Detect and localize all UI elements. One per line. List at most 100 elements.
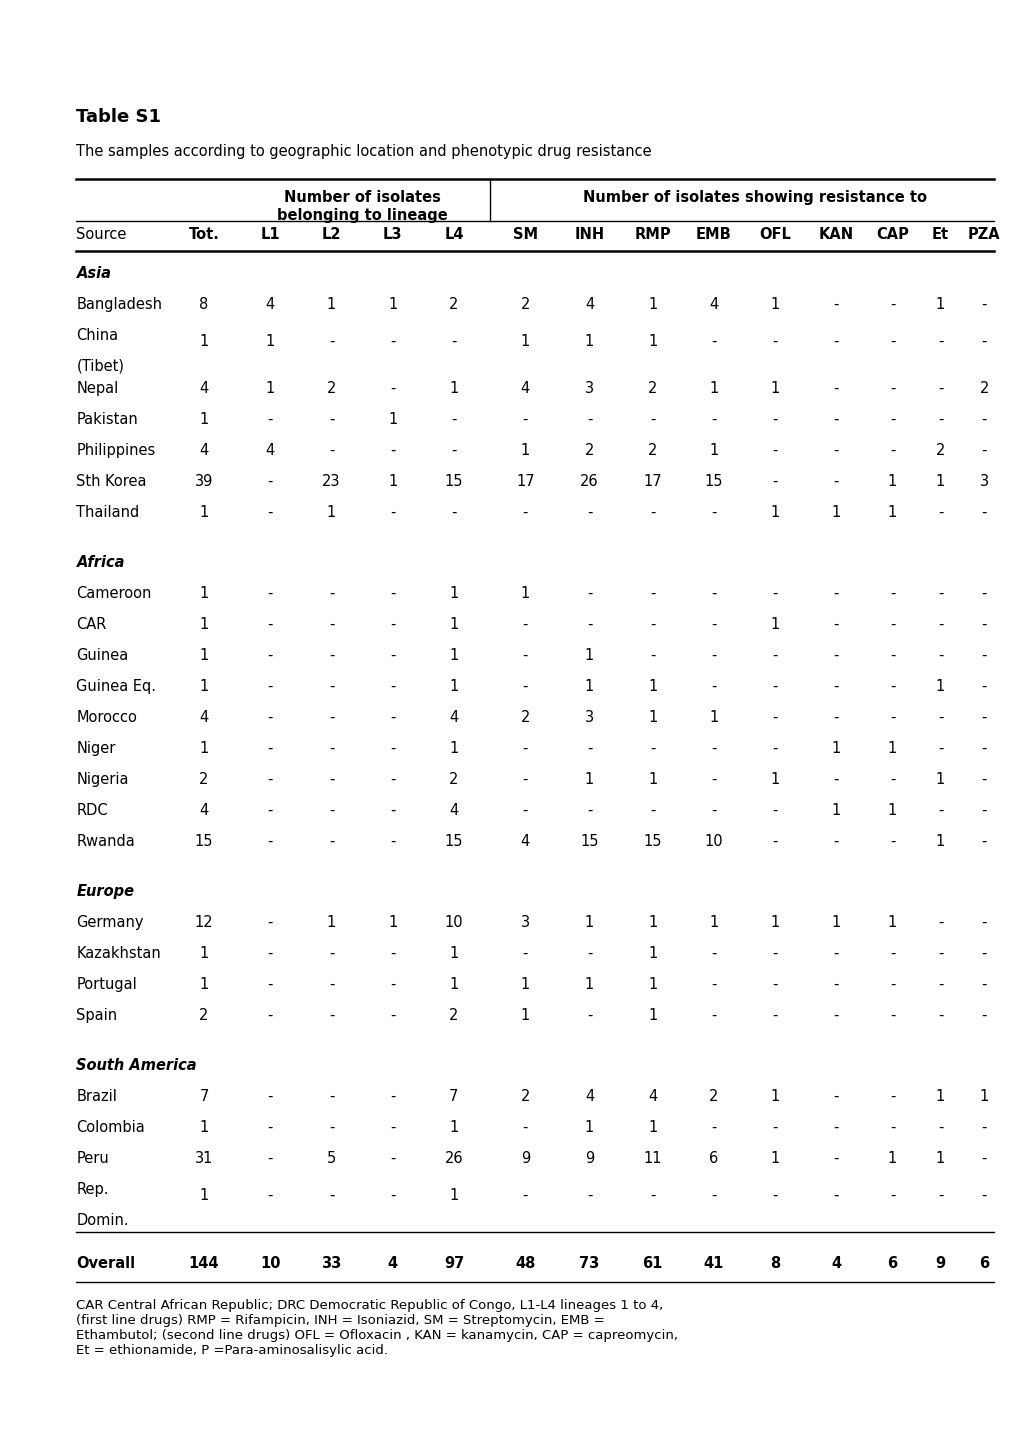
Text: -: - [889,296,895,312]
Text: -: - [586,1007,592,1023]
Text: -: - [936,381,943,395]
Text: 1: 1 [769,915,780,929]
Text: Bangladesh: Bangladesh [76,296,162,312]
Text: -: - [389,1120,395,1134]
Text: Overall: Overall [76,1255,136,1270]
Text: 1: 1 [887,915,897,929]
Text: -: - [833,381,839,395]
Text: 15: 15 [704,473,722,489]
Text: -: - [267,802,273,818]
Text: 23: 23 [322,473,340,489]
Text: 4: 4 [199,381,209,395]
Text: 3: 3 [521,915,529,929]
Text: 4: 4 [647,1088,657,1104]
Text: -: - [328,678,334,694]
Text: 9: 9 [520,1150,530,1166]
Text: -: - [267,1088,273,1104]
Text: -: - [771,834,777,848]
Text: -: - [267,1150,273,1166]
Text: -: - [450,443,457,457]
Text: 1: 1 [584,915,594,929]
Text: Germany: Germany [76,915,144,929]
Text: -: - [771,1188,777,1203]
Text: -: - [389,710,395,724]
Text: 15: 15 [195,834,213,848]
Text: 1: 1 [448,740,459,756]
Text: 1: 1 [887,802,897,818]
Text: -: - [522,945,528,961]
Text: 2: 2 [520,710,530,724]
Text: -: - [889,413,895,427]
Text: 17: 17 [643,473,661,489]
Text: -: - [586,740,592,756]
Text: -: - [833,648,839,662]
Text: -: - [586,945,592,961]
Text: -: - [936,710,943,724]
Text: INH: INH [574,227,604,241]
Text: -: - [649,616,655,632]
Text: 1: 1 [647,915,657,929]
Text: Tot.: Tot. [189,227,219,241]
Text: 61: 61 [642,1255,662,1270]
Text: 11: 11 [643,1150,661,1166]
Text: 1: 1 [387,915,397,929]
Text: -: - [936,977,943,991]
Text: -: - [649,802,655,818]
Text: -: - [771,945,777,961]
Text: 1: 1 [647,678,657,694]
Text: -: - [889,834,895,848]
Text: CAP: CAP [875,227,908,241]
Text: -: - [980,616,986,632]
Text: South America: South America [76,1058,197,1072]
Text: 1: 1 [934,772,945,786]
Text: -: - [389,505,395,519]
Text: 1: 1 [769,616,780,632]
Text: -: - [980,413,986,427]
Text: -: - [771,413,777,427]
Text: -: - [771,648,777,662]
Text: -: - [980,710,986,724]
Text: -: - [389,443,395,457]
Text: -: - [649,413,655,427]
Text: 2: 2 [448,1007,459,1023]
Text: -: - [980,834,986,848]
Text: 1: 1 [584,648,594,662]
Text: -: - [649,648,655,662]
Text: -: - [833,1188,839,1203]
Text: -: - [936,945,943,961]
Text: 4: 4 [830,1255,841,1270]
Text: -: - [328,945,334,961]
Text: Number of isolates showing resistance to: Number of isolates showing resistance to [582,190,926,205]
Text: (Tibet): (Tibet) [76,358,124,374]
Text: 2: 2 [520,296,530,312]
Text: -: - [522,505,528,519]
Text: Spain: Spain [76,1007,117,1023]
Text: 5: 5 [326,1150,336,1166]
Text: -: - [889,1088,895,1104]
Text: -: - [936,1007,943,1023]
Text: -: - [389,616,395,632]
Text: 4: 4 [584,1088,594,1104]
Text: 1: 1 [387,296,397,312]
Text: -: - [389,678,395,694]
Text: -: - [389,1188,395,1203]
Text: 3: 3 [585,710,593,724]
Text: 1: 1 [199,945,209,961]
Text: -: - [980,1120,986,1134]
Text: -: - [833,977,839,991]
Text: 2: 2 [647,381,657,395]
Text: 15: 15 [643,834,661,848]
Text: -: - [328,586,334,600]
Text: 73: 73 [579,1255,599,1270]
Text: 1: 1 [708,443,718,457]
Text: 6: 6 [708,1150,718,1166]
Text: -: - [267,1120,273,1134]
Text: 4: 4 [387,1255,397,1270]
Text: -: - [389,648,395,662]
Text: L2: L2 [321,227,341,241]
Text: 1: 1 [887,740,897,756]
Text: -: - [389,772,395,786]
Text: 2: 2 [708,1088,718,1104]
Text: 33: 33 [321,1255,341,1270]
Text: Guinea Eq.: Guinea Eq. [76,678,156,694]
